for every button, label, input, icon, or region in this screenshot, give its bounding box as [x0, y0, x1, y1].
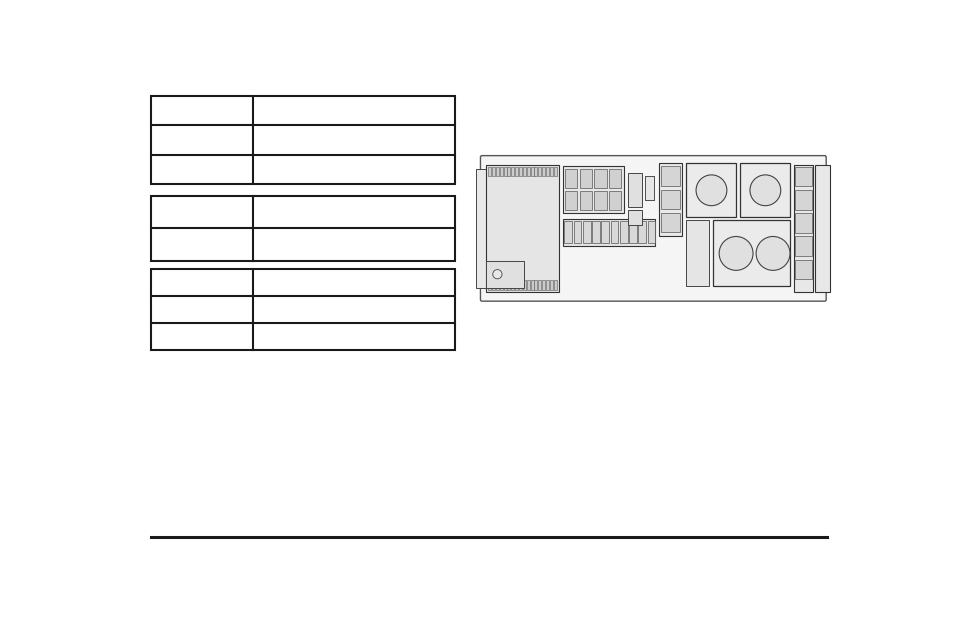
Bar [530, 280, 533, 289]
Bar [499, 167, 502, 176]
Circle shape [719, 237, 752, 270]
Bar [644, 176, 654, 200]
Circle shape [756, 237, 789, 270]
Bar [644, 176, 654, 200]
Bar [526, 167, 529, 176]
Bar [496, 167, 498, 176]
Bar [488, 167, 491, 176]
Bar [685, 220, 708, 286]
Bar [594, 169, 606, 188]
Bar [573, 221, 580, 243]
Bar [511, 167, 514, 176]
Bar [534, 280, 537, 289]
Circle shape [493, 270, 501, 279]
Bar [564, 191, 577, 209]
Bar [518, 167, 521, 176]
Bar [579, 191, 592, 209]
Bar [151, 95, 455, 184]
Bar [503, 167, 506, 176]
Bar [507, 167, 510, 176]
Bar [660, 167, 679, 186]
Bar [476, 169, 489, 288]
Bar [740, 163, 789, 218]
Bar [628, 172, 641, 207]
Bar [549, 280, 552, 289]
Bar [562, 167, 624, 212]
Bar [795, 190, 811, 209]
Bar [579, 169, 592, 188]
Bar [594, 191, 606, 209]
Bar [496, 280, 498, 289]
Bar [511, 280, 514, 289]
Bar [499, 280, 502, 289]
Bar [553, 167, 557, 176]
Bar [644, 176, 654, 200]
Bar [541, 167, 544, 176]
Bar [638, 221, 645, 243]
Bar [151, 196, 455, 261]
Bar [545, 280, 548, 289]
Bar [492, 280, 495, 289]
Bar [507, 280, 510, 289]
Bar [610, 221, 618, 243]
Bar [515, 280, 517, 289]
Bar [685, 163, 736, 218]
Bar [537, 280, 540, 289]
Bar [795, 167, 811, 186]
Bar [564, 169, 577, 188]
Bar [562, 219, 655, 245]
Bar [522, 280, 525, 289]
Bar [608, 191, 620, 209]
Bar [795, 259, 811, 279]
Bar [530, 167, 533, 176]
Bar [660, 212, 679, 232]
Bar [488, 280, 491, 289]
Bar [492, 167, 495, 176]
Circle shape [696, 175, 726, 205]
Bar [592, 221, 599, 243]
Bar [515, 167, 517, 176]
Bar [485, 165, 558, 292]
Bar [564, 221, 572, 243]
Bar [549, 167, 552, 176]
Bar [608, 169, 620, 188]
Circle shape [749, 175, 780, 205]
Bar [628, 221, 636, 243]
Bar [619, 221, 627, 243]
Bar [582, 221, 590, 243]
Bar [600, 221, 608, 243]
Bar [795, 214, 811, 233]
Bar [660, 190, 679, 209]
Bar [814, 165, 829, 292]
Bar [545, 167, 548, 176]
Bar [712, 220, 789, 286]
Bar [485, 261, 524, 288]
Bar [628, 209, 641, 225]
Bar [522, 167, 525, 176]
Bar [537, 167, 540, 176]
Bar [518, 280, 521, 289]
Bar [151, 269, 455, 350]
Bar [541, 280, 544, 289]
FancyBboxPatch shape [480, 156, 825, 301]
Bar [647, 221, 655, 243]
Bar [534, 167, 537, 176]
Bar [659, 163, 681, 237]
Bar [793, 165, 812, 292]
Bar [553, 280, 557, 289]
Bar [503, 280, 506, 289]
Bar [795, 237, 811, 256]
Bar [526, 280, 529, 289]
